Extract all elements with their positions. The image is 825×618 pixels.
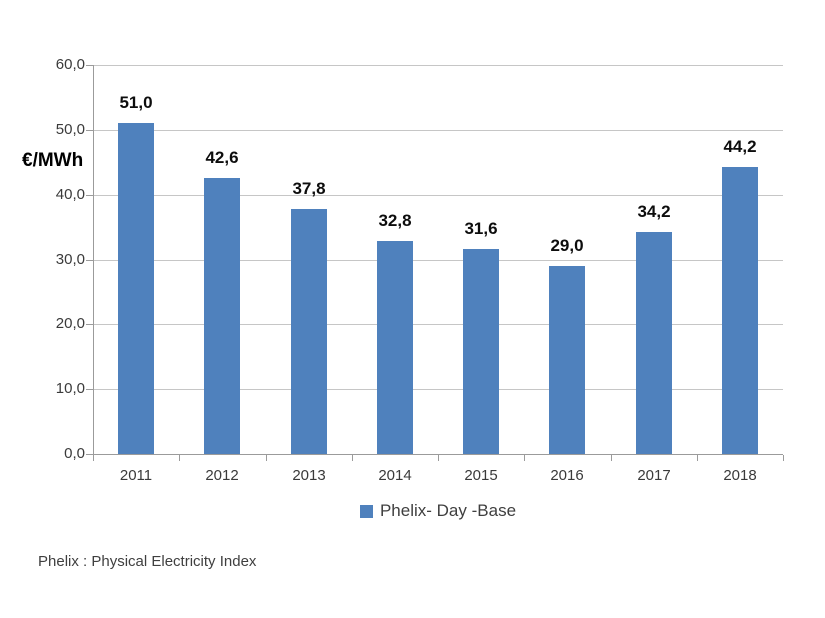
y-axis-tick [86,130,93,131]
gridline [93,324,783,325]
legend: Phelix- Day -Base [93,501,783,521]
y-axis-tick [86,260,93,261]
bar [118,123,154,454]
y-axis-tick [86,454,93,455]
x-axis-category-label: 2012 [205,467,239,484]
bar-value-label: 37,8 [292,179,326,198]
y-axis-tick [86,195,93,196]
x-axis-category-label: 2013 [292,467,326,484]
x-axis-tick [266,455,267,461]
y-axis-tick-label: 20,0 [55,315,85,332]
gridline [93,389,783,390]
bar-value-label: 44,2 [723,137,757,156]
x-axis-category-label: 2011 [119,467,153,484]
gridline [93,195,783,196]
x-axis-tick [524,455,525,461]
x-axis-category-label: 2017 [637,467,671,484]
y-axis-tick [86,65,93,66]
bar-value-label: 31,6 [464,219,498,238]
bar [463,249,499,454]
bar-value-label: 29,0 [550,236,584,255]
y-axis-tick-label: 40,0 [55,186,85,203]
bar [636,232,672,454]
y-axis-tick-label: 60,0 [55,56,85,73]
bar [291,209,327,454]
gridline [93,130,783,131]
x-axis-tick [179,455,180,461]
x-axis-tick [611,455,612,461]
y-axis-unit-label: €/MWh [22,150,84,171]
bar-value-label: 32,8 [378,211,412,230]
bar [377,241,413,454]
x-axis-tick [697,455,698,461]
footnote: Phelix : Physical Electricity Index [38,553,257,570]
bar [549,266,585,454]
legend-swatch-icon [359,504,373,518]
y-axis-line [93,65,94,454]
x-axis-category-label: 2016 [550,467,584,484]
x-axis-tick [93,455,94,461]
bar-value-label: 42,6 [205,148,239,167]
bar [204,178,240,454]
x-axis-tick [783,455,784,461]
x-axis-category-label: 2014 [378,467,412,484]
gridline [93,260,783,261]
x-axis-tick [438,455,439,461]
x-axis-tick [352,455,353,461]
y-axis-tick-label: 50,0 [55,121,85,138]
y-axis-tick-label: 0,0 [64,445,85,462]
bar-value-label: 34,2 [637,202,671,221]
bar [722,167,758,454]
gridline [93,65,783,66]
y-axis-tick-label: 10,0 [55,380,85,397]
bar-value-label: 51,0 [119,93,153,112]
x-axis-line [93,454,783,455]
x-axis-category-label: 2018 [723,467,757,484]
legend-label: Phelix- Day -Base [379,501,517,520]
y-axis-tick-label: 30,0 [55,251,85,268]
x-axis-category-label: 2015 [464,467,498,484]
y-axis-tick [86,324,93,325]
y-axis-tick [86,389,93,390]
